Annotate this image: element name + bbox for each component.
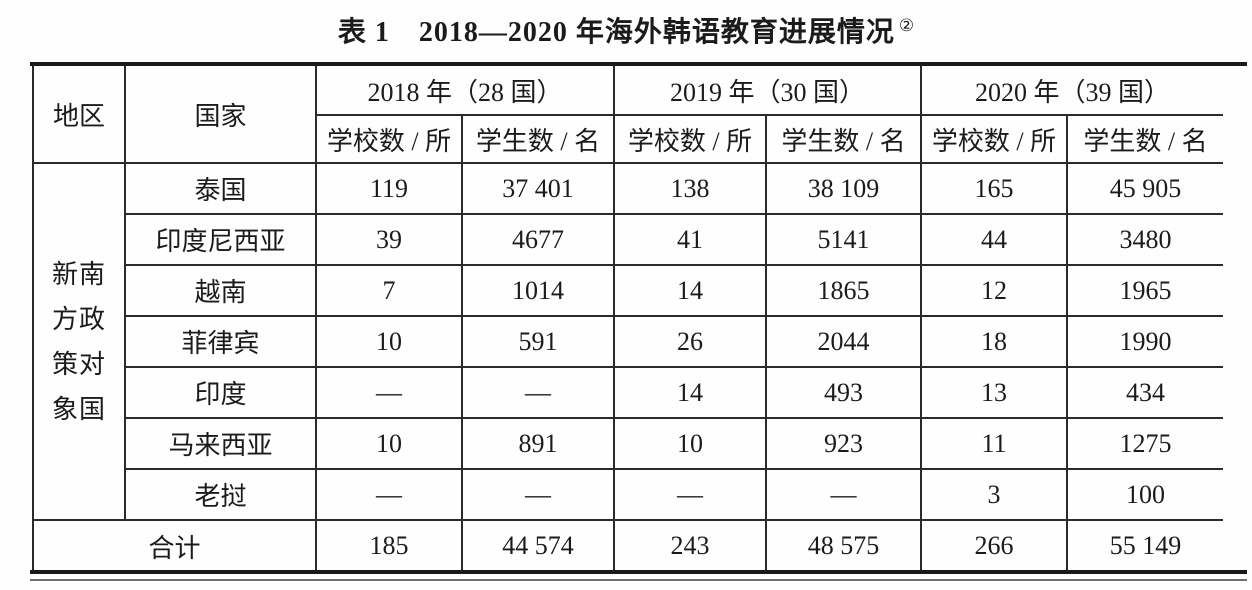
value-cell: 1965	[1066, 264, 1224, 317]
country-cell: 菲律宾	[124, 315, 317, 368]
value-cell: 26	[613, 315, 768, 368]
value-cell: 13	[920, 366, 1069, 419]
header-year-2020: 2020 年（39 国）	[920, 66, 1224, 116]
total-value-cell: 44 574	[460, 519, 616, 571]
subheader-schools-2018: 学校数 / 所	[315, 114, 463, 164]
region-group-label: 新南方政策对象国	[51, 259, 106, 424]
value-cell: 493	[765, 366, 923, 419]
value-cell: —	[765, 468, 923, 521]
country-cell: 泰国	[124, 162, 317, 215]
region-group-cell: 新南方政策对象国	[32, 162, 126, 521]
country-cell: 老挝	[124, 468, 317, 521]
value-cell: 10	[613, 417, 768, 470]
value-cell: 1865	[765, 264, 923, 317]
value-cell: 2044	[765, 315, 923, 368]
value-cell: 165	[920, 162, 1069, 215]
value-cell: 923	[765, 417, 923, 470]
table-row: 老挝 — — — — 3 100	[33, 468, 1224, 521]
country-cell: 马来西亚	[124, 417, 317, 470]
footnote-marker: ②	[898, 15, 915, 35]
total-value-cell: 185	[315, 519, 463, 571]
value-cell: 3480	[1066, 213, 1224, 266]
value-cell: 7	[315, 264, 463, 317]
value-cell: 18	[920, 315, 1069, 368]
value-cell: 1275	[1066, 417, 1224, 470]
total-row: 合计 185 44 574 243 48 575 266 55 149	[32, 519, 1224, 571]
subheader-schools-2020: 学校数 / 所	[920, 114, 1069, 164]
total-value-cell: 48 575	[765, 519, 923, 571]
value-cell: 4677	[460, 213, 616, 266]
value-cell: 100	[1066, 468, 1224, 521]
country-cell: 印度尼西亚	[124, 213, 317, 266]
total-value-cell: 243	[613, 519, 768, 571]
header-region: 地区	[32, 66, 126, 164]
subheader-students-2018: 学生数 / 名	[460, 114, 616, 164]
value-cell: 1990	[1066, 315, 1224, 368]
value-cell: 45 905	[1066, 162, 1224, 215]
table-row: 马来西亚 10 891 10 923 11 1275	[33, 417, 1224, 470]
total-label-cell: 合计	[32, 519, 317, 571]
header-year-2018: 2018 年（28 国）	[314, 66, 616, 116]
value-cell: 44	[920, 213, 1069, 266]
value-cell: 5141	[765, 213, 923, 266]
table-title-text: 表 1 2018—2020 年海外韩语教育进展情况	[337, 17, 895, 48]
table-row: 印度 — — 14 493 13 434	[33, 366, 1224, 419]
total-value-cell: 266	[920, 519, 1069, 571]
value-cell: 1014	[460, 264, 616, 317]
country-cell: 印度	[124, 366, 317, 419]
value-cell: 434	[1066, 366, 1224, 419]
table-row: 印度尼西亚 39 4677 41 5141 44 3480	[33, 213, 1224, 266]
table-title: 表 1 2018—2020 年海外韩语教育进展情况 ②	[0, 10, 1252, 50]
table-row: 新南方政策对象国 泰国 119 37 401 138 38 109 165 45…	[32, 162, 1224, 521]
value-cell: 891	[460, 417, 616, 470]
value-cell: 41	[613, 213, 768, 266]
total-value-cell: 55 149	[1066, 519, 1224, 571]
value-cell: —	[460, 468, 616, 521]
value-cell: 14	[613, 366, 768, 419]
header-country: 国家	[124, 66, 317, 164]
value-cell: 38 109	[765, 162, 923, 215]
value-cell: 591	[460, 315, 616, 368]
table-top-rule	[30, 62, 1247, 66]
data-table: 地区 国家 2018 年（28 国） 2019 年（30 国） 2020 年（3…	[32, 66, 1224, 571]
table-row: 菲律宾 10 591 26 2044 18 1990	[33, 315, 1224, 368]
country-cell: 越南	[124, 264, 317, 317]
value-cell: 10	[315, 417, 463, 470]
table-bottom-thin-rule	[30, 579, 1247, 581]
table-row: 越南 7 1014 14 1865 12 1965	[33, 264, 1224, 317]
value-cell: 3	[920, 468, 1069, 521]
subheader-students-2020: 学生数 / 名	[1066, 114, 1224, 164]
header-year-2019: 2019 年（30 国）	[613, 66, 923, 116]
value-cell: —	[315, 366, 463, 419]
value-cell: 119	[315, 162, 463, 215]
value-cell: 12	[920, 264, 1069, 317]
value-cell: 37 401	[460, 162, 616, 215]
value-cell: 138	[613, 162, 768, 215]
value-cell: 10	[315, 315, 463, 368]
subheader-schools-2019: 学校数 / 所	[613, 114, 768, 164]
value-cell: —	[460, 366, 616, 419]
value-cell: 11	[920, 417, 1069, 470]
table-bottom-rule	[30, 570, 1247, 574]
subheader-students-2019: 学生数 / 名	[765, 114, 923, 164]
value-cell: 14	[613, 264, 768, 317]
value-cell: —	[315, 468, 463, 521]
value-cell: 39	[315, 213, 463, 266]
value-cell: —	[613, 468, 768, 521]
